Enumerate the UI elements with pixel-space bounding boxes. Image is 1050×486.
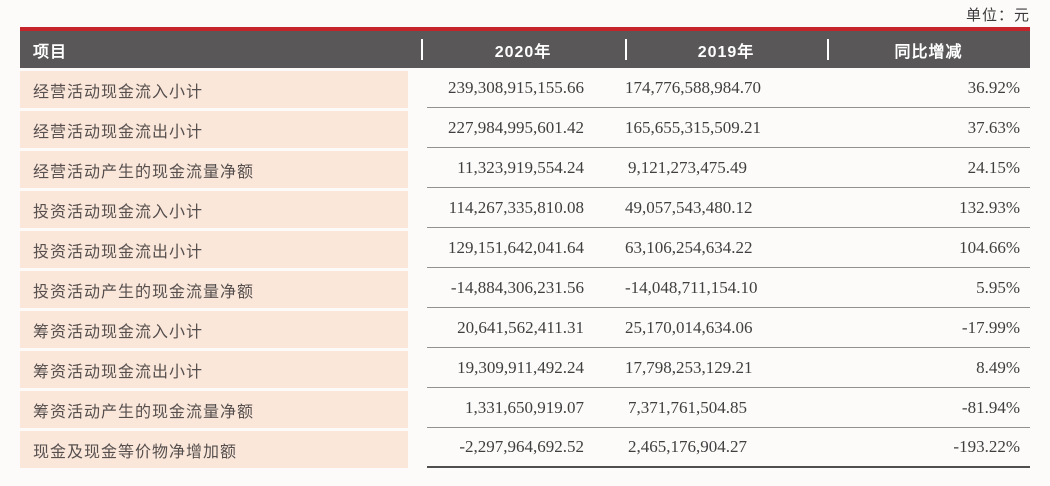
- header-cell-2020: 2020年: [494, 43, 552, 61]
- column-gutter: [408, 108, 427, 148]
- header-cell-item: 项目: [33, 43, 68, 61]
- row-label: 筹资活动现金流出小计: [20, 351, 408, 388]
- value-2019: -14,048,711,154.10: [625, 277, 758, 297]
- value-2020: 20,641,562,411.31: [457, 317, 584, 337]
- value-2020: 227,984,995,601.42: [448, 117, 584, 137]
- value-2019: 165,655,315,509.21: [625, 117, 761, 137]
- cash-flow-table: 项目 2020年 2019年 同比增减 经营活动现金流入小计 239,308,9…: [20, 27, 1030, 468]
- value-change: -81.94%: [961, 397, 1020, 417]
- table-row: 筹资活动现金流入小计 20,641,562,411.31 25,170,014,…: [20, 308, 1030, 348]
- column-gutter: [408, 348, 427, 388]
- header-divider: [827, 39, 829, 60]
- column-gutter: [408, 428, 427, 468]
- table-row: 经营活动现金流入小计 239,308,915,155.66 174,776,58…: [20, 68, 1030, 108]
- table-body: 经营活动现金流入小计 239,308,915,155.66 174,776,58…: [20, 68, 1030, 468]
- row-label: 筹资活动现金流入小计: [20, 311, 408, 348]
- value-change: -17.99%: [961, 317, 1020, 337]
- row-label: 投资活动产生的现金流量净额: [20, 271, 408, 308]
- row-values: 11,323,919,554.24 9,121,273,475.49 24.15…: [427, 148, 1030, 188]
- value-2020: -14,884,306,231.56: [450, 277, 584, 297]
- header-divider: [625, 39, 627, 60]
- row-values: -14,884,306,231.56 -14,048,711,154.10 5.…: [427, 268, 1030, 308]
- row-label: 经营活动现金流出小计: [20, 111, 408, 148]
- table-row: 现金及现金等价物净增加额 -2,297,964,692.52 2,465,176…: [20, 428, 1030, 468]
- column-gutter: [408, 228, 427, 268]
- value-2020: 239,308,915,155.66: [448, 77, 584, 97]
- row-values: 227,984,995,601.42 165,655,315,509.21 37…: [427, 108, 1030, 148]
- value-2020: 19,309,911,492.24: [457, 357, 584, 377]
- row-label: 经营活动现金流入小计: [20, 71, 408, 108]
- row-label: 现金及现金等价物净增加额: [20, 431, 408, 468]
- row-values: 1,331,650,919.07 7,371,761,504.85 -81.94…: [427, 388, 1030, 428]
- row-label: 投资活动现金流入小计: [20, 191, 408, 228]
- table-row: 投资活动现金流出小计 129,151,642,041.64 63,106,254…: [20, 228, 1030, 268]
- row-values: -2,297,964,692.52 2,465,176,904.27 -193.…: [427, 428, 1030, 468]
- column-gutter: [408, 268, 427, 308]
- table-row: 经营活动产生的现金流量净额 11,323,919,554.24 9,121,27…: [20, 148, 1030, 188]
- table-row: 筹资活动产生的现金流量净额 1,331,650,919.07 7,371,761…: [20, 388, 1030, 428]
- value-2020: 11,323,919,554.24: [457, 157, 584, 177]
- header-cell-change: 同比增减: [894, 43, 963, 61]
- value-2019: 49,057,543,480.12: [625, 197, 753, 217]
- value-2019: 7,371,761,504.85: [628, 397, 747, 417]
- row-label: 筹资活动产生的现金流量净额: [20, 391, 408, 428]
- value-change: 104.66%: [959, 237, 1020, 257]
- value-change: 5.95%: [976, 277, 1020, 297]
- table-row: 投资活动产生的现金流量净额 -14,884,306,231.56 -14,048…: [20, 268, 1030, 308]
- column-gutter: [408, 388, 427, 428]
- value-2019: 17,798,253,129.21: [625, 357, 753, 377]
- value-2019: 25,170,014,634.06: [625, 317, 753, 337]
- value-change: 132.93%: [959, 197, 1020, 217]
- column-gutter: [408, 308, 427, 348]
- value-2019: 63,106,254,634.22: [625, 237, 753, 257]
- row-values: 114,267,335,810.08 49,057,543,480.12 132…: [427, 188, 1030, 228]
- value-2019: 2,465,176,904.27: [628, 437, 747, 456]
- unit-label: 单位：元: [965, 7, 1030, 24]
- table-row: 投资活动现金流入小计 114,267,335,810.08 49,057,543…: [20, 188, 1030, 228]
- row-values: 129,151,642,041.64 63,106,254,634.22 104…: [427, 228, 1030, 268]
- table-header-row: 项目 2020年 2019年 同比增减: [20, 27, 1030, 68]
- value-2020: 1,331,650,919.07: [465, 397, 584, 417]
- header-cell-2019: 2019年: [697, 43, 755, 61]
- table-row: 经营活动现金流出小计 227,984,995,601.42 165,655,31…: [20, 108, 1030, 148]
- row-label: 投资活动现金流出小计: [20, 231, 408, 268]
- value-2020: 129,151,642,041.64: [448, 237, 584, 257]
- value-2019: 174,776,588,984.70: [625, 77, 761, 97]
- value-2020: 114,267,335,810.08: [448, 197, 584, 217]
- value-change: 24.15%: [967, 157, 1020, 177]
- header-divider: [421, 39, 423, 60]
- column-gutter: [408, 68, 427, 108]
- row-label: 经营活动产生的现金流量净额: [20, 151, 408, 188]
- column-gutter: [408, 188, 427, 228]
- row-values: 20,641,562,411.31 25,170,014,634.06 -17.…: [427, 308, 1030, 348]
- column-gutter: [408, 148, 427, 188]
- row-values: 19,309,911,492.24 17,798,253,129.21 8.49…: [427, 348, 1030, 388]
- value-2019: 9,121,273,475.49: [628, 157, 747, 177]
- value-change: -193.22%: [953, 437, 1020, 456]
- value-2020: -2,297,964,692.52: [459, 437, 584, 456]
- value-change: 36.92%: [967, 77, 1020, 97]
- value-change: 8.49%: [976, 357, 1020, 377]
- value-change: 37.63%: [967, 117, 1020, 137]
- table-row: 筹资活动现金流出小计 19,309,911,492.24 17,798,253,…: [20, 348, 1030, 388]
- row-values: 239,308,915,155.66 174,776,588,984.70 36…: [427, 68, 1030, 108]
